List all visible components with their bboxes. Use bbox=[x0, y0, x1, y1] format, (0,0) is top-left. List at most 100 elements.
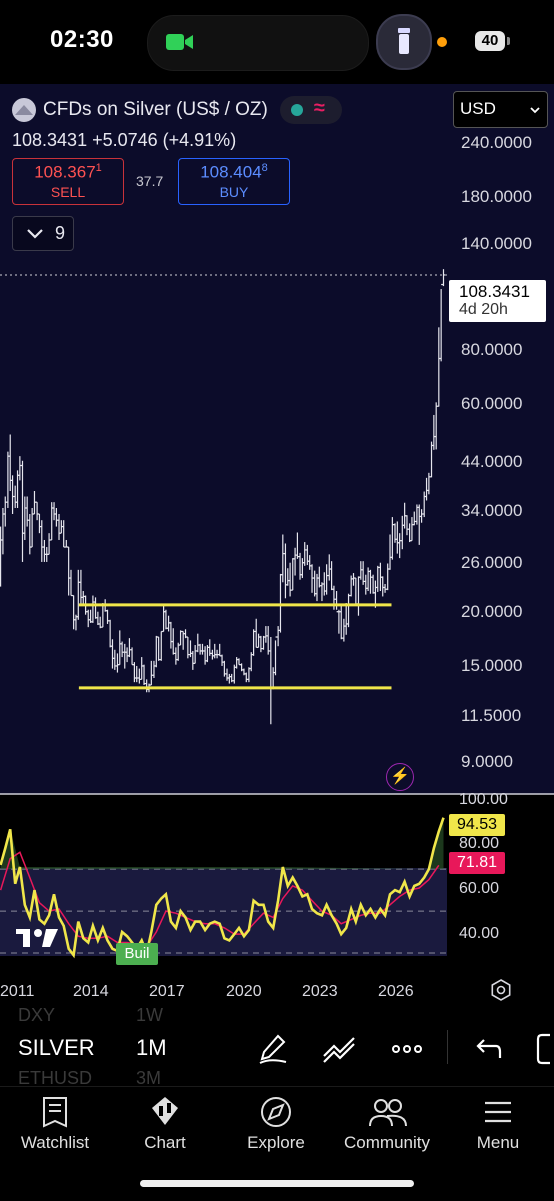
price-axis-label: 11.5000 bbox=[461, 706, 522, 725]
time-axis-label: 2011 bbox=[0, 983, 35, 1000]
price-bar bbox=[110, 639, 114, 669]
indicators-toggle-button[interactable]: 9 bbox=[12, 216, 74, 251]
price-bar bbox=[344, 602, 348, 635]
price-bar bbox=[427, 472, 431, 495]
price-bar bbox=[188, 640, 192, 658]
price-bar bbox=[386, 563, 390, 591]
price-bar bbox=[293, 547, 297, 576]
chart-settings-icon[interactable] bbox=[490, 979, 512, 1001]
last-price-value: 108.3431 bbox=[459, 282, 530, 301]
price-bar bbox=[115, 653, 119, 673]
price-bar bbox=[130, 647, 134, 666]
price-bar bbox=[262, 635, 266, 650]
buy-button[interactable]: 108.4048 BUY bbox=[178, 158, 290, 205]
time-axis-label: 2014 bbox=[73, 983, 109, 1000]
rsi-line bbox=[0, 817, 445, 959]
price-bar bbox=[191, 650, 195, 670]
price-bar bbox=[354, 577, 358, 605]
price-bar bbox=[227, 673, 231, 684]
price-bar bbox=[368, 569, 372, 594]
price-bar bbox=[145, 679, 149, 693]
price-bar bbox=[54, 507, 58, 527]
price-bar bbox=[283, 543, 287, 599]
price-bar bbox=[25, 496, 29, 527]
price-bar bbox=[327, 554, 331, 581]
price-bar bbox=[142, 664, 146, 685]
rsi-chart-svg[interactable] bbox=[0, 795, 554, 1010]
price-bar bbox=[420, 509, 424, 523]
dynamic-island[interactable] bbox=[147, 15, 369, 71]
price-bar bbox=[18, 456, 22, 481]
price-bar bbox=[208, 639, 212, 656]
price-bar bbox=[162, 604, 166, 633]
toolbar-separator bbox=[447, 1030, 448, 1064]
undo-icon[interactable] bbox=[470, 1032, 504, 1066]
symbol-selector[interactable]: SILVER bbox=[18, 1035, 95, 1060]
market-status-pill[interactable]: ≈ bbox=[279, 96, 342, 124]
price-bar bbox=[137, 668, 141, 684]
price-bar bbox=[47, 533, 51, 555]
price-bar bbox=[235, 657, 239, 669]
price-bar bbox=[1, 507, 5, 555]
lightning-icon[interactable]: ⚡ bbox=[386, 763, 414, 791]
price-bar bbox=[35, 501, 39, 521]
flashlight-icon[interactable] bbox=[376, 14, 432, 70]
currency-select[interactable]: USD bbox=[453, 91, 548, 128]
home-indicator[interactable] bbox=[140, 1180, 414, 1187]
price-bar bbox=[186, 636, 190, 659]
price-bar bbox=[437, 327, 441, 407]
buy-price-sup: 8 bbox=[261, 162, 268, 174]
battery-tip bbox=[507, 37, 510, 45]
sell-price: 108.367 bbox=[34, 162, 96, 182]
price-axis-label: 60.0000 bbox=[461, 394, 523, 413]
price-bar bbox=[298, 552, 302, 580]
price-bar bbox=[371, 574, 375, 594]
compare-lines-icon[interactable] bbox=[322, 1032, 358, 1066]
price-bar bbox=[388, 534, 392, 570]
draw-pen-icon[interactable] bbox=[256, 1032, 290, 1066]
price-bar bbox=[179, 630, 183, 646]
timeframe-selector[interactable]: 1M bbox=[136, 1035, 167, 1060]
price-bar bbox=[337, 609, 341, 634]
price-bar bbox=[213, 643, 217, 659]
price-bar bbox=[425, 477, 429, 501]
more-dots-icon[interactable] bbox=[390, 1032, 424, 1066]
price-bar bbox=[13, 485, 17, 508]
price-bar bbox=[278, 573, 282, 633]
rsi-pane[interactable]: 100.00 80.00 60.00 40.00 94.53 71.81 Bui… bbox=[0, 791, 554, 1010]
price-bar bbox=[335, 591, 339, 613]
bar-countdown: 4d 20h bbox=[459, 301, 508, 318]
fullscreen-icon[interactable] bbox=[534, 1032, 554, 1066]
price-bar bbox=[193, 645, 197, 664]
symbol-header[interactable]: CFDs on Silver (US$ / OZ) ≈ bbox=[12, 96, 342, 124]
price-chart-svg[interactable] bbox=[0, 84, 554, 794]
price-bar bbox=[325, 564, 329, 595]
privacy-indicator bbox=[437, 37, 447, 47]
price-bar bbox=[3, 496, 7, 527]
rsi-axis-label: 80.00 bbox=[459, 835, 500, 852]
price-pane[interactable]: CFDs on Silver (US$ / OZ) ≈ 108.3431 +5.… bbox=[0, 84, 554, 794]
price-bar bbox=[364, 574, 368, 595]
price-axis-label: 34.0000 bbox=[461, 501, 523, 520]
price-bar bbox=[352, 573, 356, 586]
price-bar bbox=[269, 637, 273, 725]
price-bar bbox=[0, 526, 3, 587]
tradingview-logo-icon bbox=[16, 929, 58, 947]
price-bar bbox=[23, 496, 27, 540]
price-bar bbox=[313, 570, 317, 597]
price-bar bbox=[169, 621, 173, 649]
price-bar bbox=[113, 649, 117, 670]
price-bar bbox=[127, 638, 131, 658]
chart-area[interactable]: CFDs on Silver (US$ / OZ) ≈ 108.3431 +5.… bbox=[0, 84, 554, 1010]
ghost-symbol-above: DXY bbox=[18, 1005, 56, 1025]
price-bar bbox=[356, 576, 360, 616]
price-bar bbox=[320, 582, 324, 602]
price-bar bbox=[157, 636, 161, 661]
chart-toolbar[interactable]: DXY 1W SILVER 1M ETHUSD 3M bbox=[0, 1005, 554, 1088]
silver-logo-icon bbox=[12, 98, 36, 122]
price-bar bbox=[200, 643, 204, 655]
price-bar bbox=[203, 646, 207, 665]
pane-divider[interactable] bbox=[0, 793, 554, 795]
sell-button[interactable]: 108.3671 SELL bbox=[12, 158, 124, 205]
build-signal-badge[interactable]: Buil bbox=[116, 943, 158, 965]
